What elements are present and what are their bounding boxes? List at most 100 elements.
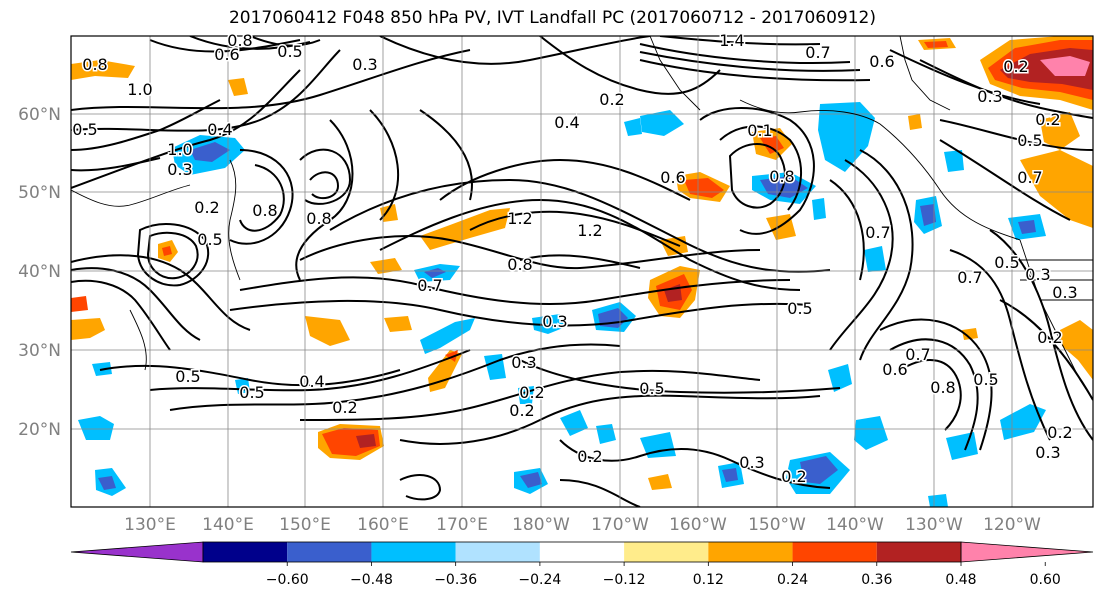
colorbar-tick-label: 0.24 — [777, 572, 808, 588]
colorbar-segment — [371, 542, 456, 562]
coastlines — [71, 36, 1093, 401]
contour-labels: 0.80.6 0.50.30.81.00.51.00.30.41.40.7 0.60… — [71, 30, 1079, 488]
contour-label: 0.4 — [207, 120, 232, 139]
contour-label: 0.7 — [865, 223, 890, 242]
colorbar-tick-label: −0.24 — [518, 572, 561, 588]
longitude-label: 130°W — [905, 515, 963, 535]
contour-label: 0.3 — [1052, 283, 1077, 302]
colorbar-segment — [876, 542, 961, 562]
contour-label: 0.7 — [905, 345, 930, 364]
longitude-label: 180°W — [512, 515, 570, 535]
contour-label: 0.8 — [82, 55, 107, 74]
contour-label: 0.2 — [577, 447, 602, 466]
longitude-label: 150°W — [748, 515, 806, 535]
grid-lines — [71, 36, 1093, 507]
contour-label: 0.2 — [1037, 328, 1062, 347]
colorbar-segment — [792, 542, 877, 562]
contour-label: 0.2 — [194, 198, 219, 217]
contour-label: 0.5 — [72, 120, 97, 139]
contour-label: 0.8 — [769, 167, 794, 186]
colorbar-tick-label: −0.60 — [266, 572, 309, 588]
colorbar-segment — [203, 542, 288, 562]
contour-label: 0.8 — [507, 255, 532, 274]
colorbar-tick-label: 0.12 — [693, 572, 724, 588]
colorbar-max-arrow — [960, 541, 1094, 563]
contour-label: 0.2 — [509, 401, 534, 420]
colorbar-tick-label: 0.60 — [1030, 572, 1061, 588]
longitude-label: 160°W — [669, 515, 727, 535]
longitude-label: 140°E — [202, 515, 254, 535]
colorbar-segment — [708, 542, 793, 562]
longitude-label: 150°E — [279, 515, 331, 535]
longitude-label: 130°E — [124, 515, 176, 535]
contour-label: 0.5 — [639, 379, 664, 398]
contour-label: 0.8 — [930, 378, 955, 397]
contour-label: 0.5 — [1017, 131, 1042, 150]
contour-label: 0.3 — [167, 160, 192, 179]
contour-label: 0.7 — [805, 43, 830, 62]
contour-label: 0.4 — [299, 372, 324, 391]
contour-label: 1.0 — [167, 140, 192, 159]
contour-label: 0.3 — [1035, 443, 1060, 462]
contour-label: 0.8 — [227, 31, 252, 50]
contour-label: 0.2 — [781, 467, 806, 486]
contour-label: 0.6 — [660, 168, 685, 187]
latitude-label: 50°N — [18, 183, 61, 203]
contour-label: 1.0 — [127, 80, 152, 99]
map-area — [71, 36, 1093, 507]
contour-label: 0.2 — [519, 383, 544, 402]
longitude-label: 170°W — [591, 515, 649, 535]
contour-label: 0.5 — [277, 42, 302, 61]
colorbar-tick-label: 0.48 — [945, 572, 976, 588]
contour-label: 1.2 — [507, 209, 532, 228]
ivt-contours — [71, 36, 1093, 507]
contour-label: 0.2 — [1035, 110, 1060, 129]
colorbar: −0.60 −0.48 −0.36 −0.24 −0.12 0.12 0.24 0.36 0.4… — [70, 541, 1094, 588]
contour-label: 0.3 — [511, 353, 536, 372]
colorbar-segment — [287, 542, 372, 562]
colorbar-min-arrow — [70, 541, 204, 563]
longitude-label: 120°W — [983, 515, 1041, 535]
contour-label: 0.5 — [973, 370, 998, 389]
contour-label: 0.2 — [599, 90, 624, 109]
latitude-label: 20°N — [18, 420, 61, 440]
latitude-label: 30°N — [18, 341, 61, 361]
latitude-labels: 60°N 50°N 40°N 30°N 20°N — [18, 105, 61, 440]
contour-label: 0.8 — [252, 201, 277, 220]
colorbar-segment — [539, 542, 625, 562]
contour-label: 1.4 — [719, 31, 744, 50]
contour-label: 0.2 — [1047, 423, 1072, 442]
contour-label: 0.3 — [352, 55, 377, 74]
longitude-label: 140°W — [826, 515, 884, 535]
contour-label: 0.5 — [197, 230, 222, 249]
contour-label: 0.3 — [542, 312, 567, 331]
contour-label: 0.3 — [977, 87, 1002, 106]
contour-label: 0.7 — [957, 268, 982, 287]
map-title: 2017060412 F048 850 hPa PV, IVT Landfall… — [228, 8, 876, 28]
contour-label: 0.4 — [554, 113, 579, 132]
latitude-label: 60°N — [18, 105, 61, 125]
contour-label: 0.2 — [1003, 57, 1028, 76]
contour-label: 0.8 — [306, 209, 331, 228]
contour-label: 1.2 — [577, 221, 602, 240]
contour-label: 0.7 — [417, 276, 442, 295]
contour-label: 0.6 — [869, 52, 894, 71]
colorbar-segment — [455, 542, 540, 562]
contour-label: 0.6 — [214, 45, 239, 64]
contour-label: 0.3 — [1025, 265, 1050, 284]
contour-label: 0.7 — [1017, 168, 1042, 187]
contour-label: 0.5 — [239, 383, 264, 402]
contour-label: 0.3 — [739, 453, 764, 472]
longitude-label: 160°E — [357, 515, 409, 535]
contour-label: 0.5 — [994, 253, 1019, 272]
longitude-labels: 130°E 140°E 150°E 160°E 170°E 180°W 170°W 160°W… — [124, 515, 1041, 535]
colorbar-segment — [624, 542, 709, 562]
contour-label: 0.5 — [787, 299, 812, 318]
contour-label: 0.2 — [332, 398, 357, 417]
contour-label: 0.1 — [747, 121, 772, 140]
colorbar-tick-label: −0.12 — [603, 572, 646, 588]
longitude-label: 170°E — [436, 515, 488, 535]
contour-label: 0.6 — [882, 360, 907, 379]
